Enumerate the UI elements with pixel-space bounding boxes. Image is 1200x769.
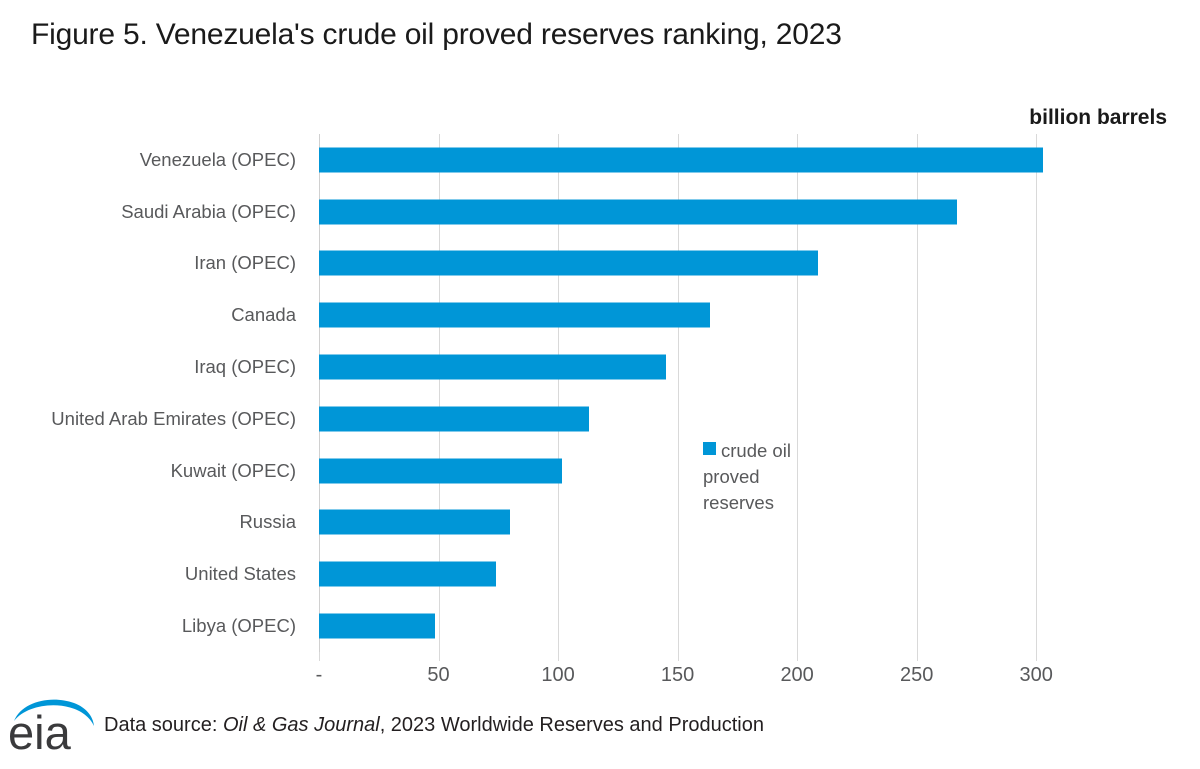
bar[interactable] xyxy=(319,561,496,587)
bar[interactable] xyxy=(319,613,435,639)
gridline xyxy=(438,134,440,652)
source-prefix: Data source: xyxy=(104,714,223,736)
x-axis-tick xyxy=(677,652,679,661)
gridline xyxy=(677,134,679,652)
category-label: Libya (OPEC) xyxy=(181,615,296,637)
bar-rows: Venezuela (OPEC) Saudi Arabia (OPEC) Iran … xyxy=(0,134,1200,652)
category-label: Canada xyxy=(231,304,296,326)
category-label: Kuwait (OPEC) xyxy=(170,459,296,481)
legend-label: crude oil proved reserves xyxy=(703,440,791,513)
x-axis-tick-label: 250 xyxy=(899,664,934,686)
x-axis-tick xyxy=(916,652,918,661)
bar-row: United Arab Emirates (OPEC) xyxy=(0,393,1200,445)
gridline xyxy=(1036,134,1038,652)
bar-row: Iraq (OPEC) xyxy=(0,341,1200,393)
bar[interactable] xyxy=(319,147,1044,173)
x-axis-tick-label: 200 xyxy=(780,664,814,686)
legend-color-swatch xyxy=(703,442,716,455)
x-axis-tick xyxy=(797,652,799,661)
category-label: Iraq (OPEC) xyxy=(194,356,296,378)
gridline xyxy=(797,134,799,652)
bar-row: Libya (OPEC) xyxy=(0,600,1200,652)
x-axis-tick-label: 50 xyxy=(427,664,450,686)
x-axis-tick-label: 100 xyxy=(541,664,575,686)
footer: eia Data source: Oil & Gas Journal, 2023… xyxy=(0,693,1200,763)
category-label: United States xyxy=(184,563,296,585)
gridline xyxy=(916,134,918,652)
bar[interactable] xyxy=(319,458,562,484)
bar[interactable] xyxy=(319,509,511,535)
axis-unit-label: billion barrels xyxy=(1029,106,1167,129)
x-axis: - 50 100 150 200 250 300 xyxy=(0,664,1200,694)
bar[interactable] xyxy=(319,302,711,328)
bar[interactable] xyxy=(319,250,818,276)
bar[interactable] xyxy=(319,199,958,225)
x-axis-tick-label: 150 xyxy=(660,664,695,686)
svg-text:eia: eia xyxy=(8,706,72,757)
source-note: Data source: Oil & Gas Journal, 2023 Wor… xyxy=(104,714,764,737)
bar-row: Russia xyxy=(0,497,1200,549)
category-label: United Arab Emirates (OPEC) xyxy=(51,407,296,429)
x-axis-tick xyxy=(1036,652,1038,661)
legend: crude oil proved reserves xyxy=(703,438,828,516)
x-axis-tick xyxy=(319,652,320,661)
source-publication: Oil & Gas Journal xyxy=(222,714,380,736)
category-label: Saudi Arabia (OPEC) xyxy=(121,200,296,222)
bar-row: Iran (OPEC) xyxy=(0,238,1200,290)
bar-row: United States xyxy=(0,548,1200,600)
x-axis-tick-label: - xyxy=(315,664,323,686)
bar-row: Kuwait (OPEC) xyxy=(0,445,1200,497)
bar[interactable] xyxy=(319,406,590,432)
bar-row: Saudi Arabia (OPEC) xyxy=(0,186,1200,238)
plot-area xyxy=(319,134,1084,661)
x-axis-tick xyxy=(438,652,440,661)
bar[interactable] xyxy=(319,354,666,380)
page-title: Figure 5. Venezuela's crude oil proved r… xyxy=(31,18,842,51)
bar-row: Venezuela (OPEC) xyxy=(0,134,1200,186)
x-axis-tick-label: 300 xyxy=(1019,664,1053,686)
source-suffix: , 2023 Worldwide Reserves and Production xyxy=(379,714,764,736)
x-axis-tick xyxy=(558,652,560,661)
gridline xyxy=(558,134,560,652)
category-label: Russia xyxy=(239,511,296,533)
eia-logo: eia xyxy=(8,699,94,757)
bar-row: Canada xyxy=(0,289,1200,341)
category-label: Venezuela (OPEC) xyxy=(139,148,296,170)
category-label: Iran (OPEC) xyxy=(194,252,296,274)
gridline xyxy=(319,134,320,652)
